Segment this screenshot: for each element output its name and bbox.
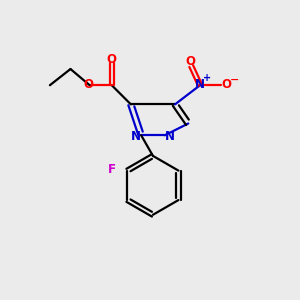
Text: −: − xyxy=(230,75,239,85)
Text: +: + xyxy=(203,73,211,83)
Text: N: N xyxy=(165,130,175,143)
Text: O: O xyxy=(186,56,196,68)
Text: N: N xyxy=(131,130,141,143)
Text: O: O xyxy=(222,78,232,91)
Text: O: O xyxy=(107,52,117,65)
Text: O: O xyxy=(83,78,93,91)
Text: F: F xyxy=(107,164,116,176)
Text: N: N xyxy=(195,78,205,91)
